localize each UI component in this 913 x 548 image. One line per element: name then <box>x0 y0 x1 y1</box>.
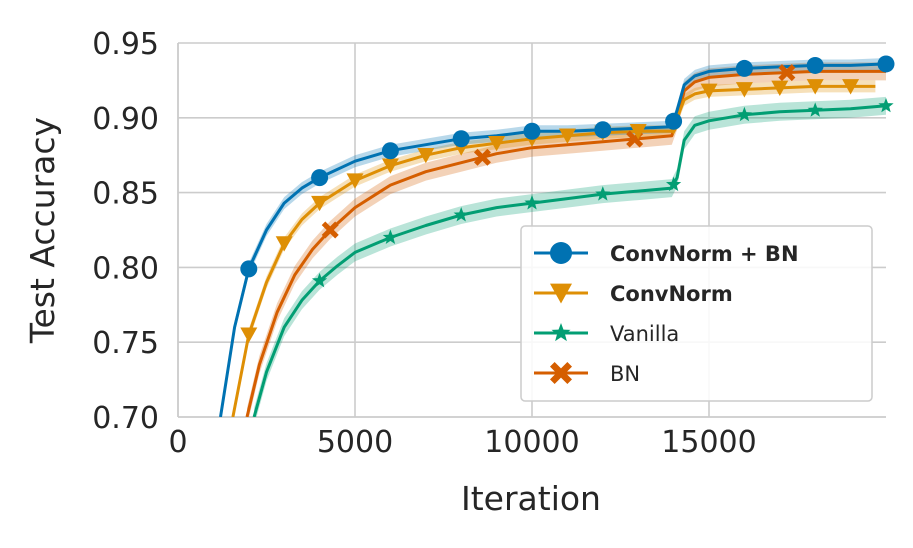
convnorm-bn-marker <box>665 112 683 130</box>
convnorm-marker <box>735 82 753 98</box>
convnorm-marker <box>311 195 329 212</box>
legend: ConvNorm + BN ConvNorm Vanilla BN <box>520 225 873 402</box>
convnorm-bn-marker <box>877 55 895 73</box>
vanilla-marker <box>382 229 399 244</box>
y-tick-label: 0.80 <box>92 251 159 286</box>
convnorm-bn-marker <box>594 121 612 139</box>
legend-bn-marker <box>550 362 572 384</box>
convnorm-bn-marker <box>452 130 470 148</box>
convnorm-marker <box>842 79 860 95</box>
convnorm-marker <box>771 80 789 96</box>
vanilla-marker <box>736 106 753 122</box>
vanilla-marker <box>665 176 682 192</box>
convnorm-marker <box>346 173 364 189</box>
legend-vanilla-label: Vanilla <box>610 322 679 346</box>
convnorm-bn-marker <box>311 169 329 187</box>
y-axis-label: Test Accuracy <box>23 117 62 344</box>
convnorm-marker <box>629 124 647 140</box>
convnorm-marker <box>275 236 293 252</box>
convnorm-marker <box>381 158 399 174</box>
legend-bn-label: BN <box>610 362 640 386</box>
x-tick-label: 0 <box>168 425 187 460</box>
vanilla-marker <box>878 97 894 113</box>
legend-box <box>520 225 873 402</box>
convnorm-bn-marker <box>735 59 753 77</box>
y-tick-label: 0.95 <box>92 27 159 62</box>
convnorm-marker <box>417 147 435 164</box>
convnorm-bn-marker <box>381 142 399 160</box>
y-axis-ticks: 0.70 0.75 0.80 0.85 0.90 0.95 <box>92 27 159 436</box>
x-axis-label: Iteration <box>461 479 601 518</box>
bn-marker <box>321 221 339 239</box>
convnorm-marker <box>700 83 718 99</box>
vanilla-marker <box>311 272 328 288</box>
legend-convnorm-bn-marker <box>550 242 572 264</box>
legend-vanilla-marker <box>551 323 571 342</box>
convnorm-marker <box>806 79 824 95</box>
vanilla-marker <box>524 195 540 210</box>
vanilla-marker <box>807 102 823 117</box>
x-tick-label: 5000 <box>317 425 393 460</box>
vanilla-marker <box>453 207 469 222</box>
y-tick-label: 0.85 <box>92 177 159 212</box>
x-tick-label: 15000 <box>661 425 756 460</box>
bn-marker <box>473 148 491 166</box>
bn-marker <box>778 64 796 82</box>
convnorm-bn-marker <box>523 122 541 140</box>
vanilla-marker <box>595 186 611 201</box>
x-axis-ticks: 0 5000 10000 15000 <box>168 425 756 460</box>
legend-convnorm-bn-label: ConvNorm + BN <box>610 242 799 266</box>
legend-convnorm-marker <box>550 283 572 304</box>
y-tick-label: 0.90 <box>92 102 159 137</box>
y-tick-label: 0.70 <box>92 401 159 436</box>
convnorm-marker <box>558 128 576 144</box>
y-tick-label: 0.75 <box>92 326 159 361</box>
legend-convnorm-label: ConvNorm <box>610 282 733 306</box>
convnorm-bn-marker <box>806 56 824 74</box>
convnorm-marker <box>488 136 506 152</box>
convnorm-marker <box>240 327 258 343</box>
x-tick-label: 10000 <box>484 425 579 460</box>
series-markers <box>240 55 895 343</box>
convnorm-bn-marker <box>240 260 258 278</box>
